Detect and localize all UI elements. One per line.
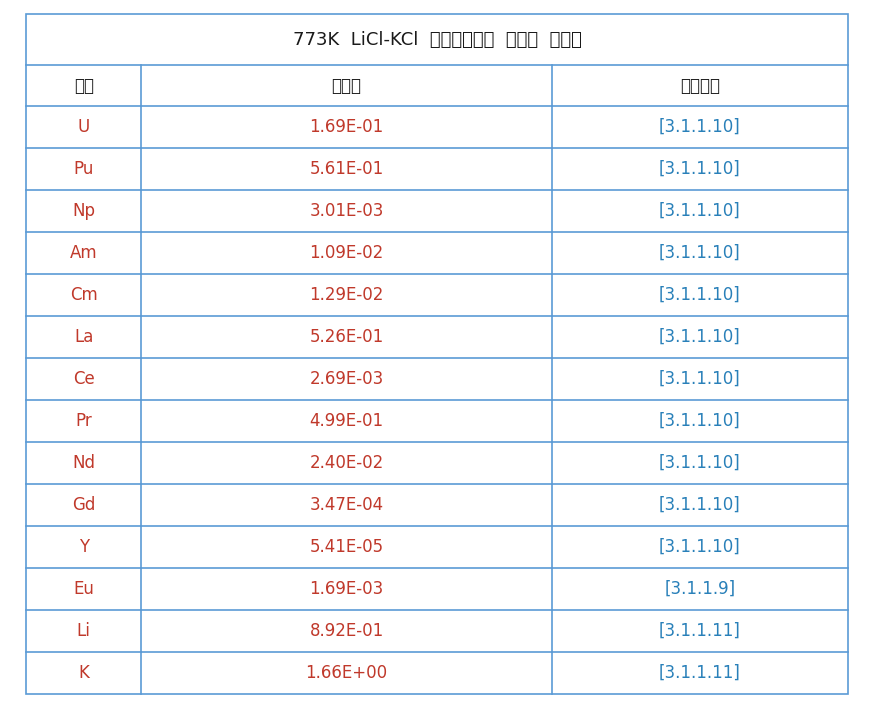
Text: [3.1.1.10]: [3.1.1.10] [659,328,741,346]
Text: La: La [74,328,94,346]
Text: [3.1.1.11]: [3.1.1.11] [659,664,741,682]
Text: 773K  LiCl-KCl  용융염에서의  핵종별  활동도: 773K LiCl-KCl 용융염에서의 핵종별 활동도 [293,30,581,49]
Text: 3.01E-03: 3.01E-03 [309,202,384,220]
Text: [3.1.1.10]: [3.1.1.10] [659,412,741,430]
Text: 1.69E-01: 1.69E-01 [309,118,384,136]
Text: Am: Am [70,244,98,262]
Text: 1.69E-03: 1.69E-03 [309,580,384,598]
Text: Ce: Ce [73,370,94,388]
Text: 5.26E-01: 5.26E-01 [309,328,384,346]
Text: 5.41E-05: 5.41E-05 [309,538,384,556]
Text: [3.1.1.9]: [3.1.1.9] [664,580,735,598]
Text: 1.09E-02: 1.09E-02 [309,244,384,262]
Text: Pr: Pr [75,412,92,430]
Text: [3.1.1.10]: [3.1.1.10] [659,286,741,304]
Text: Pu: Pu [73,160,94,178]
Text: [3.1.1.10]: [3.1.1.10] [659,202,741,220]
Text: [3.1.1.10]: [3.1.1.10] [659,244,741,262]
Text: 3.47E-04: 3.47E-04 [309,496,384,514]
Text: Np: Np [73,202,95,220]
Text: [3.1.1.11]: [3.1.1.11] [659,622,741,640]
Text: [3.1.1.10]: [3.1.1.10] [659,454,741,472]
Text: 1.29E-02: 1.29E-02 [309,286,384,304]
Text: 참고문헌: 참고문헌 [680,76,720,95]
Text: Nd: Nd [73,454,95,472]
Text: Gd: Gd [72,496,95,514]
Text: 1.66E+00: 1.66E+00 [306,664,388,682]
Text: [3.1.1.10]: [3.1.1.10] [659,496,741,514]
Text: [3.1.1.10]: [3.1.1.10] [659,538,741,556]
Text: Cm: Cm [70,286,98,304]
Text: 4.99E-01: 4.99E-01 [309,412,384,430]
Text: 핵종: 핵종 [73,76,94,95]
Text: 8.92E-01: 8.92E-01 [309,622,384,640]
Text: Y: Y [79,538,89,556]
Text: Li: Li [77,622,91,640]
Text: Eu: Eu [73,580,94,598]
Text: 2.40E-02: 2.40E-02 [309,454,384,472]
Text: 활동도: 활동도 [331,76,362,95]
Text: 5.61E-01: 5.61E-01 [309,160,384,178]
Text: K: K [79,664,89,682]
Text: 2.69E-03: 2.69E-03 [309,370,384,388]
Text: [3.1.1.10]: [3.1.1.10] [659,160,741,178]
Text: [3.1.1.10]: [3.1.1.10] [659,370,741,388]
Text: U: U [78,118,90,136]
Text: [3.1.1.10]: [3.1.1.10] [659,118,741,136]
